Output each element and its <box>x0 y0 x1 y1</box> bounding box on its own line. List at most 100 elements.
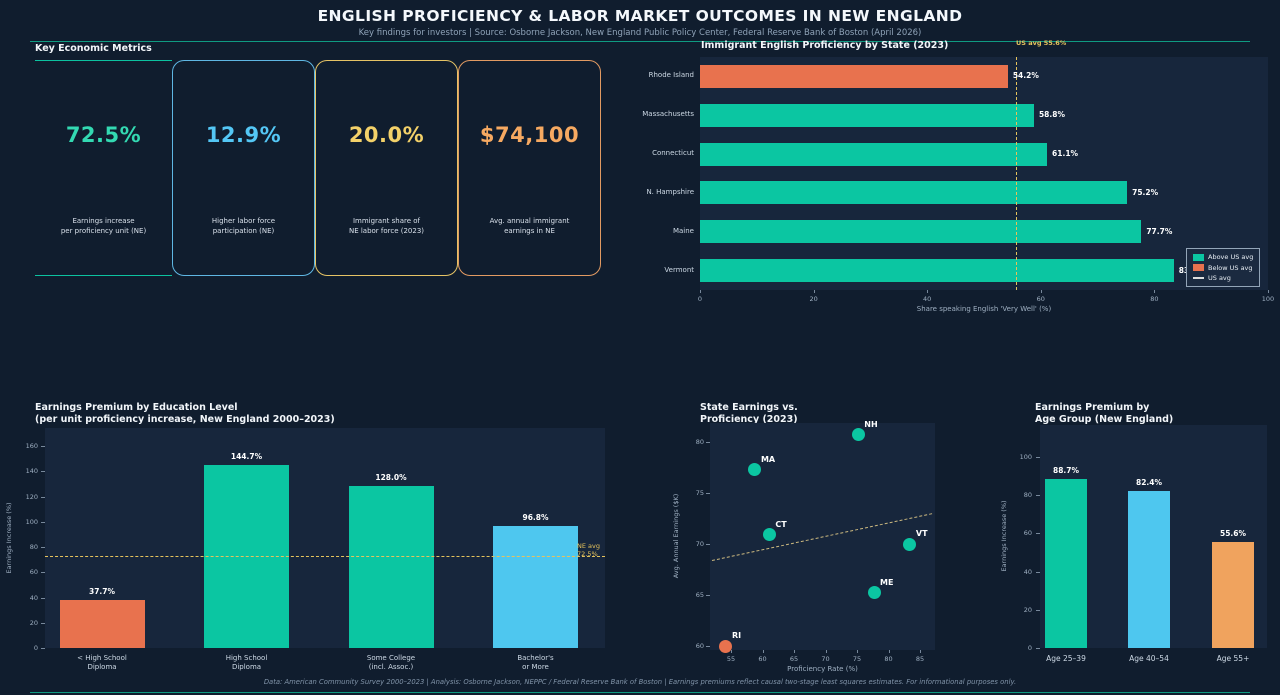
category-label: Vermont <box>664 265 694 274</box>
scatter-point <box>903 537 917 551</box>
bar <box>700 181 1128 205</box>
y-tick <box>706 646 710 647</box>
us-avg-annotation: US avg 55.6% <box>1016 39 1067 47</box>
top-divider <box>30 41 1250 42</box>
bar-value-label: 58.8% <box>1038 110 1065 120</box>
category-label: Some College (incl. Assoc.) <box>366 654 416 671</box>
metric-label: Avg. annual immigrant earnings in NE <box>489 217 570 235</box>
x-tick <box>927 290 929 293</box>
x-tick-label: 40 <box>923 295 932 303</box>
bottom-divider <box>30 692 1250 693</box>
metric-label: Immigrant share of NE labor force (2023) <box>348 217 425 235</box>
metric-value: 72.5% <box>65 123 142 147</box>
y-tick <box>41 521 45 523</box>
y-tick <box>41 572 45 574</box>
bar-value-label: 128.0% <box>375 473 407 483</box>
y-tick <box>41 648 45 649</box>
y-tick <box>41 446 45 447</box>
scatter-chart-title: State Earnings vs. Proficiency (2023) <box>700 402 798 425</box>
y-tick-label: 80 <box>29 543 38 551</box>
y-tick-label: 120 <box>25 492 38 501</box>
x-tick-label: 60 <box>1036 295 1045 303</box>
scatter-point-label: NH <box>864 419 878 429</box>
x-tick <box>762 650 764 653</box>
y-tick <box>706 544 710 545</box>
category-label: Age 55+ <box>1216 654 1250 663</box>
category-label: Rhode Island <box>648 71 694 80</box>
x-tick <box>888 650 890 653</box>
y-tick <box>41 547 45 548</box>
us-avg-line <box>1015 57 1017 290</box>
legend-label: Below US avg <box>1208 263 1253 272</box>
y-tick <box>41 471 45 473</box>
bar <box>1045 478 1087 648</box>
category-label: Bachelor's or More <box>517 654 554 671</box>
y-tick-label: 40 <box>29 593 38 602</box>
y-tick <box>41 622 45 624</box>
x-tick <box>794 650 795 653</box>
bar <box>348 486 434 648</box>
y-tick <box>706 595 710 596</box>
category-label: N. Hampshire <box>646 187 694 196</box>
y-axis-label: Earnings Increase (%) <box>1000 500 1008 572</box>
bar-value-label: 82.4% <box>1135 477 1163 487</box>
y-tick-label: 40 <box>1023 567 1032 576</box>
y-tick <box>1036 495 1040 497</box>
x-tick-label: 55 <box>726 655 736 663</box>
scatter-point <box>748 463 762 477</box>
footer-note: Data: American Community Survey 2000–202… <box>263 678 1017 686</box>
scatter-point <box>719 639 733 653</box>
bar <box>700 220 1142 244</box>
x-axis-label: Share speaking English 'Very Well' (%) <box>916 305 1052 313</box>
bar-value-label: 55.6% <box>1219 528 1247 538</box>
bar-value-label: 144.7% <box>230 452 263 462</box>
page-title: ENGLISH PROFICIENCY & LABOR MARKET OUTCO… <box>317 7 963 25</box>
y-tick-label: 100 <box>1019 453 1032 461</box>
bar <box>700 103 1034 127</box>
y-tick <box>41 496 45 498</box>
category-label: Massachusetts <box>642 110 694 119</box>
x-tick <box>700 290 701 293</box>
y-tick-label: 60 <box>29 568 38 577</box>
x-tick <box>825 650 827 653</box>
metric-value: 12.9% <box>205 123 282 147</box>
bar-value-label: 77.7% <box>1146 226 1173 236</box>
education-chart-title: Earnings Premium by Education Level (per… <box>35 402 335 425</box>
metric-card: $74,100 Avg. annual immigrant earnings in… <box>458 60 601 276</box>
legend-item: Below US avg <box>1193 264 1253 272</box>
x-tick <box>1154 290 1156 293</box>
x-tick <box>857 650 858 653</box>
bar <box>1212 541 1254 648</box>
y-tick <box>1036 533 1040 535</box>
y-tick <box>1036 571 1040 573</box>
metrics-section-title: Key Economic Metrics <box>35 43 152 54</box>
scatter-point-label: RI <box>731 631 742 640</box>
category-label: Age 40–54 <box>1129 654 1169 663</box>
y-tick <box>1036 609 1040 611</box>
metric-card: 72.5% Earnings increase per proficiency u… <box>35 60 172 276</box>
y-tick <box>1036 457 1040 458</box>
y-tick <box>1036 648 1040 649</box>
legend: Above US avg Below US avg US avg <box>1186 248 1261 287</box>
bar <box>700 142 1048 166</box>
category-label: Age 25–39 <box>1046 654 1086 663</box>
bar-value-label: 88.7% <box>1052 465 1080 475</box>
bar-value-label: 54.2% <box>1012 71 1039 81</box>
metric-value: $74,100 <box>479 123 580 147</box>
x-tick <box>1040 290 1042 293</box>
y-tick-label: 70 <box>695 540 704 548</box>
y-tick-label: 65 <box>695 591 704 599</box>
y-tick-label: 20 <box>1023 605 1032 614</box>
metric-card: 12.9% Higher labor force participation (N… <box>172 60 315 276</box>
scatter-point <box>762 528 776 542</box>
metric-label: Higher labor force participation (NE) <box>211 217 276 235</box>
chart-panel <box>700 57 1268 290</box>
scatter-point <box>851 428 865 442</box>
y-tick-label: 80 <box>695 438 704 446</box>
category-label: < High School Diploma <box>77 654 127 671</box>
y-tick-label: 100 <box>25 517 38 526</box>
